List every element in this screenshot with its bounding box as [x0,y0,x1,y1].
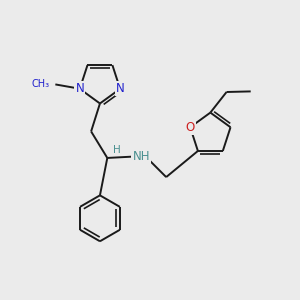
Text: CH₃: CH₃ [31,80,50,89]
Text: H: H [113,145,121,155]
Text: N: N [75,82,84,95]
Text: N: N [116,82,124,95]
Text: O: O [186,121,195,134]
Text: NH: NH [132,150,150,163]
